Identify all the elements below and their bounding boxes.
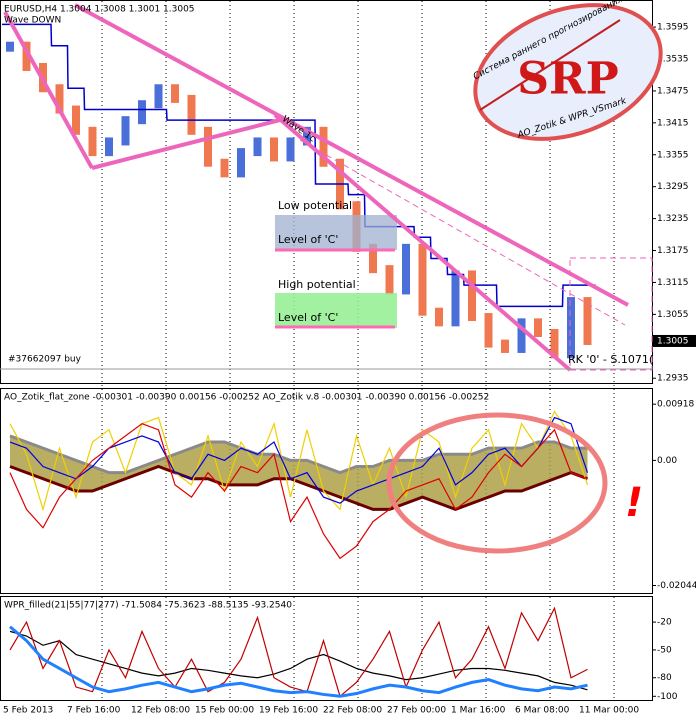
y-tick-label: 0.00918: [657, 400, 694, 410]
price-bar: [451, 270, 460, 327]
low-zone: [275, 215, 397, 250]
target-box: [569, 257, 653, 371]
order-label: #37662097 buy: [8, 355, 82, 365]
y-tick-label: 1.3415: [657, 118, 689, 128]
price-bar: [517, 318, 526, 353]
y-tick-label: 1.3535: [657, 54, 689, 64]
x-tick-label: 15 Feb 00:00: [195, 706, 254, 716]
price-bar: [583, 297, 592, 345]
y-tick-label: 1.3475: [657, 86, 689, 96]
price-bar: [105, 137, 113, 157]
y-tick-label: 1.2935: [657, 374, 689, 384]
ao-title: AO_Zotik_flat_zone -0.00301 -0.00390 0.0…: [4, 393, 489, 403]
price-bar: [418, 243, 427, 316]
price-bar: [171, 84, 179, 103]
x-tick-label: 11 Mar 00:00: [579, 706, 639, 716]
x-tick-label: 5 Feb 2013: [3, 706, 53, 716]
y-tick-label: -80: [657, 673, 672, 683]
price-title: EURUSD,H4 1.3004 1.3008 1.3001 1.3005: [4, 5, 195, 15]
annotation: Level of 'C': [278, 233, 338, 246]
y-tick-label: 1.3295: [657, 182, 689, 192]
price-bar: [154, 84, 163, 109]
x-tick-label: 12 Feb 08:00: [131, 706, 190, 716]
y-tick-label: 1.3175: [657, 246, 689, 256]
price-bar: [6, 41, 14, 52]
y-tick-label: 0.00: [657, 456, 677, 466]
price-bar: [187, 94, 196, 135]
high-zone: [275, 293, 397, 328]
price-bar: [501, 339, 509, 353]
price-bar: [72, 105, 80, 135]
price-bar: [270, 137, 278, 162]
price-bar: [402, 243, 410, 295]
price-bar: [369, 243, 377, 274]
exclamation: !: [625, 480, 643, 526]
price-bar: [138, 100, 146, 125]
x-tick-label: 22 Feb 08:00: [323, 706, 382, 716]
series-line: [9, 464, 589, 511]
logo-title: SRP: [517, 54, 618, 105]
y-tick-label: 1.3055: [657, 310, 689, 320]
series-line: [9, 410, 589, 512]
price-frame: [0, 0, 653, 384]
series-line: [9, 625, 588, 698]
price-bar: [121, 116, 130, 146]
last-price-box: [652, 334, 696, 347]
series-line: [9, 606, 588, 698]
ao-frame: [0, 388, 653, 594]
price-bar: [253, 137, 262, 157]
wpr-frame: [0, 596, 653, 701]
price-bar: [484, 313, 493, 348]
y-tick-label: 1.3115: [657, 278, 689, 288]
y-tick-label: -20: [657, 618, 672, 628]
stop-line: [2, 23, 596, 308]
y-tick-label: -100: [657, 692, 678, 702]
y-tick-label: 1.3595: [657, 23, 689, 33]
x-tick-label: 7 Feb 16:00: [67, 706, 121, 716]
y-tick-label: 1.3235: [657, 214, 689, 224]
price-bar: [55, 84, 64, 114]
price-bar: [385, 265, 394, 295]
price-bar: [319, 126, 328, 167]
x-tick-label: 1 Mar 16:00: [451, 706, 506, 716]
price-bar: [220, 158, 229, 178]
price-bar: [468, 270, 476, 322]
highlight-ellipse: [386, 412, 608, 554]
y-tick-label: -50: [657, 645, 672, 655]
trend-lines: [3, 3, 629, 372]
price-bar: [435, 307, 443, 327]
price-bar: [567, 297, 575, 359]
price-bar: [237, 148, 245, 178]
price-bar: [204, 126, 212, 167]
price-bar: [303, 126, 311, 146]
wave-label: Wave DOWN: [4, 16, 61, 26]
series-line: [9, 434, 588, 475]
trend-dashed: [299, 139, 626, 326]
series-line: [9, 416, 589, 504]
price-bar: [22, 41, 31, 71]
series-line: [9, 422, 588, 560]
y-tick-label: -0.02044: [657, 581, 696, 591]
logo: SRP Система раннего прогнозирования AO_Z…: [472, 0, 663, 141]
annotation: High potential: [278, 278, 356, 291]
y-tick-label: 1.3355: [657, 150, 689, 160]
last-price-label: 1.3005: [657, 336, 689, 346]
annotation: Low potential: [278, 199, 352, 212]
x-tick-label: 19 Feb 16:00: [259, 706, 318, 716]
annotation: Level of 'C': [278, 311, 338, 324]
price-bar: [534, 318, 542, 337]
price-bar: [550, 328, 559, 359]
x-tick-label: 6 Mar 08:00: [515, 706, 570, 716]
x-tick-label: 27 Feb 00:00: [387, 706, 446, 716]
series-line: [9, 630, 588, 691]
wpr-title: WPR_filled(21|55|77|277) -71.5084 -75.36…: [4, 601, 292, 611]
price-bar: [286, 137, 295, 162]
price-bar: [88, 126, 97, 157]
rk-label: RK '0' - S.1071(: [568, 353, 653, 366]
